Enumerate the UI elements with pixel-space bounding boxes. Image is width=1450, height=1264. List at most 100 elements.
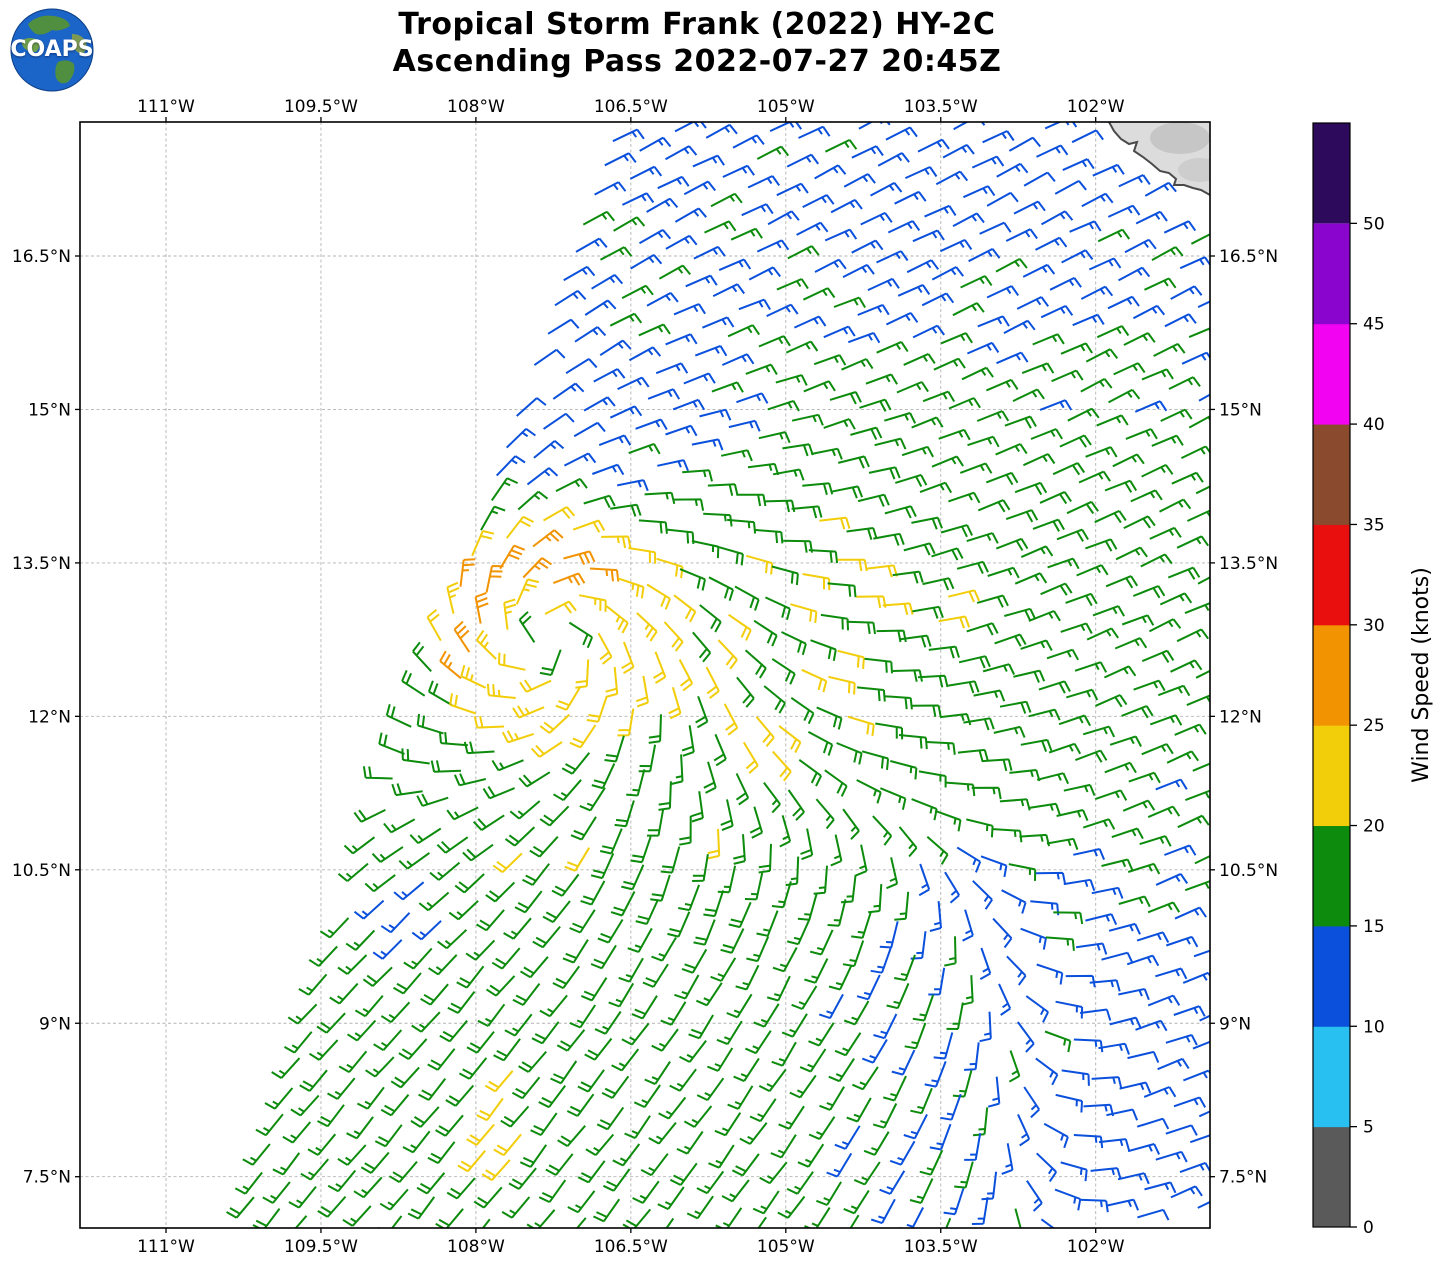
- wind-barb: [628, 346, 662, 362]
- x-tick-label: 108°W: [447, 1237, 505, 1257]
- wind-barb: [911, 516, 943, 530]
- wind-barb: [924, 204, 957, 218]
- wind-barb: [475, 909, 505, 932]
- wind-barb: [977, 499, 1011, 513]
- wind-barb: [569, 724, 597, 749]
- wind-barb: [753, 1003, 780, 1028]
- wind-barb: [1036, 772, 1070, 785]
- wind-barb: [900, 634, 932, 648]
- wind-barb: [1073, 1134, 1104, 1149]
- wind-barb: [1134, 400, 1168, 413]
- wind-barb: [851, 1066, 879, 1091]
- wind-barb: [1017, 1113, 1031, 1147]
- wind-barb: [911, 798, 938, 821]
- wind-barb: [589, 567, 620, 582]
- wind-barb: [658, 264, 691, 280]
- wind-barb: [612, 1143, 641, 1167]
- wind-barb: [226, 1196, 255, 1219]
- wind-barb: [720, 449, 753, 462]
- wind-barb: [573, 421, 606, 438]
- wind-barb: [982, 130, 1015, 144]
- y-tick-label: 12°N: [28, 707, 71, 727]
- wind-barb: [942, 144, 975, 159]
- wind-barb: [1039, 399, 1073, 411]
- wind-barb: [692, 854, 709, 882]
- wind-barb: [617, 708, 635, 737]
- wind-barb: [999, 798, 1031, 811]
- wind-barb: [744, 872, 764, 901]
- x-tick-label: 105°W: [757, 1237, 815, 1257]
- wind-barb: [726, 993, 753, 1019]
- chart-title: Tropical Storm Frank (2022) HY-2C: [398, 7, 996, 42]
- wind-barb: [843, 1000, 870, 1026]
- wind-barb: [819, 1086, 845, 1111]
- wind-barb: [599, 828, 623, 855]
- wind-barb: [778, 725, 802, 753]
- wind-barb: [868, 884, 883, 914]
- wind-barb: [944, 936, 957, 967]
- wind-barb: [1001, 889, 1027, 914]
- wind-barb: [783, 539, 813, 553]
- wind-barb: [766, 303, 799, 318]
- wind-barb: [428, 954, 458, 976]
- wind-barb: [1108, 922, 1141, 935]
- wind-barb: [518, 771, 551, 788]
- wind-barb: [1059, 434, 1092, 448]
- wind-barb: [474, 591, 489, 624]
- wind-barb: [402, 1130, 431, 1154]
- wind-barb: [609, 405, 643, 419]
- wind-barb: [1166, 750, 1200, 764]
- wind-barb: [374, 1124, 403, 1148]
- wind-barb: [981, 1171, 998, 1201]
- wind-barb: [736, 676, 755, 708]
- wind-barb: [785, 340, 819, 354]
- wind-barb: [766, 975, 791, 1002]
- wind-barb: [552, 965, 581, 989]
- wind-barb: [638, 744, 657, 773]
- wind-barb: [1167, 566, 1201, 580]
- wind-barb: [889, 1140, 916, 1166]
- wind-barb: [940, 332, 973, 345]
- wind-barb: [613, 216, 646, 232]
- wind-barb: [820, 613, 849, 631]
- wind-barb: [917, 138, 950, 153]
- wind-barb: [928, 967, 946, 996]
- wind-barb: [791, 985, 818, 1010]
- wind-barb: [756, 239, 790, 253]
- wind-barb: [731, 1153, 760, 1177]
- wind-barb: [1022, 263, 1056, 278]
- wind-barb: [655, 362, 689, 375]
- colorbar-segment: [1313, 223, 1350, 325]
- wind-barb: [1014, 572, 1048, 585]
- wind-barb: [1101, 951, 1134, 964]
- wind-barb: [1121, 614, 1155, 626]
- wind-barb: [486, 683, 516, 699]
- wind-barb: [1118, 988, 1150, 1001]
- wind-barb: [1198, 1110, 1210, 1118]
- wind-barb: [815, 798, 835, 830]
- wind-barb: [539, 994, 568, 1018]
- wind-barb: [690, 791, 704, 823]
- wind-barb: [678, 659, 694, 692]
- wind-barb: [638, 519, 668, 534]
- wind-barb: [980, 855, 1008, 878]
- wind-barb: [847, 331, 881, 344]
- wind-barb: [1072, 313, 1105, 327]
- wind-barb: [824, 769, 848, 797]
- wind-barb: [879, 921, 899, 949]
- wind-barb: [857, 493, 890, 507]
- wind-barb: [448, 900, 479, 921]
- wind-barb: [722, 164, 755, 178]
- wind-barb: [476, 1097, 504, 1122]
- wind-barb: [1177, 814, 1210, 829]
- wind-barb: [952, 212, 985, 227]
- wind-barb: [596, 1106, 625, 1131]
- wind-barb: [826, 1152, 853, 1178]
- wind-barb: [617, 577, 645, 599]
- wind-barb: [856, 595, 887, 608]
- wind-barb: [403, 947, 433, 970]
- wind-barb: [1079, 1198, 1109, 1213]
- wind-barb: [583, 494, 616, 509]
- wind-barb: [1123, 515, 1156, 529]
